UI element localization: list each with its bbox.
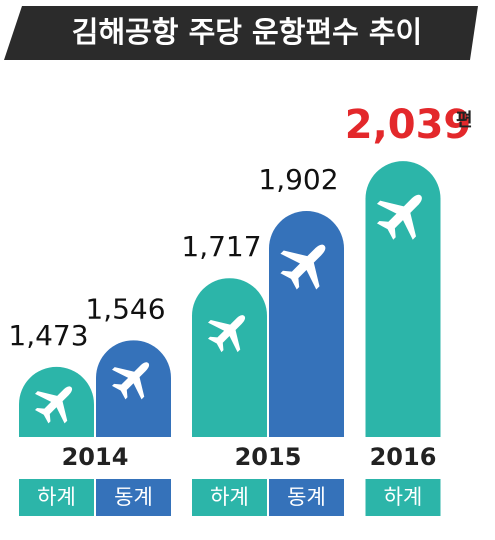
plane-icon [35,386,73,424]
x-tick-label: 2015 [235,443,302,471]
season-label: 하계 [37,485,76,509]
season-label: 하계 [384,485,423,509]
season-label: 동계 [114,485,153,509]
value-label: 2,039 [345,102,472,148]
value-label: 1,717 [181,230,261,263]
value-label: 1,902 [258,163,338,196]
bar [96,340,171,437]
chart-title: 김해공항 주당 운항편수 추이 [72,15,422,49]
season-box [96,479,171,516]
plane-icon [208,315,246,353]
plane-icon [280,244,326,290]
season-box [365,479,441,516]
plane-icon [376,194,422,240]
value-label: 1,473 [8,319,88,352]
bar [269,210,344,437]
plane-icon [112,362,150,400]
season-box [269,479,344,516]
season-label: 하계 [210,485,249,509]
value-label: 1,546 [85,292,165,325]
season-box [192,479,267,516]
bar [192,278,267,437]
season-label: 동계 [287,485,326,509]
unit-label: 편 [456,110,473,131]
season-box [19,479,94,516]
title-band [4,6,478,60]
bar [365,161,441,438]
x-tick-label: 2014 [62,443,129,471]
x-tick-label: 2016 [370,443,437,471]
